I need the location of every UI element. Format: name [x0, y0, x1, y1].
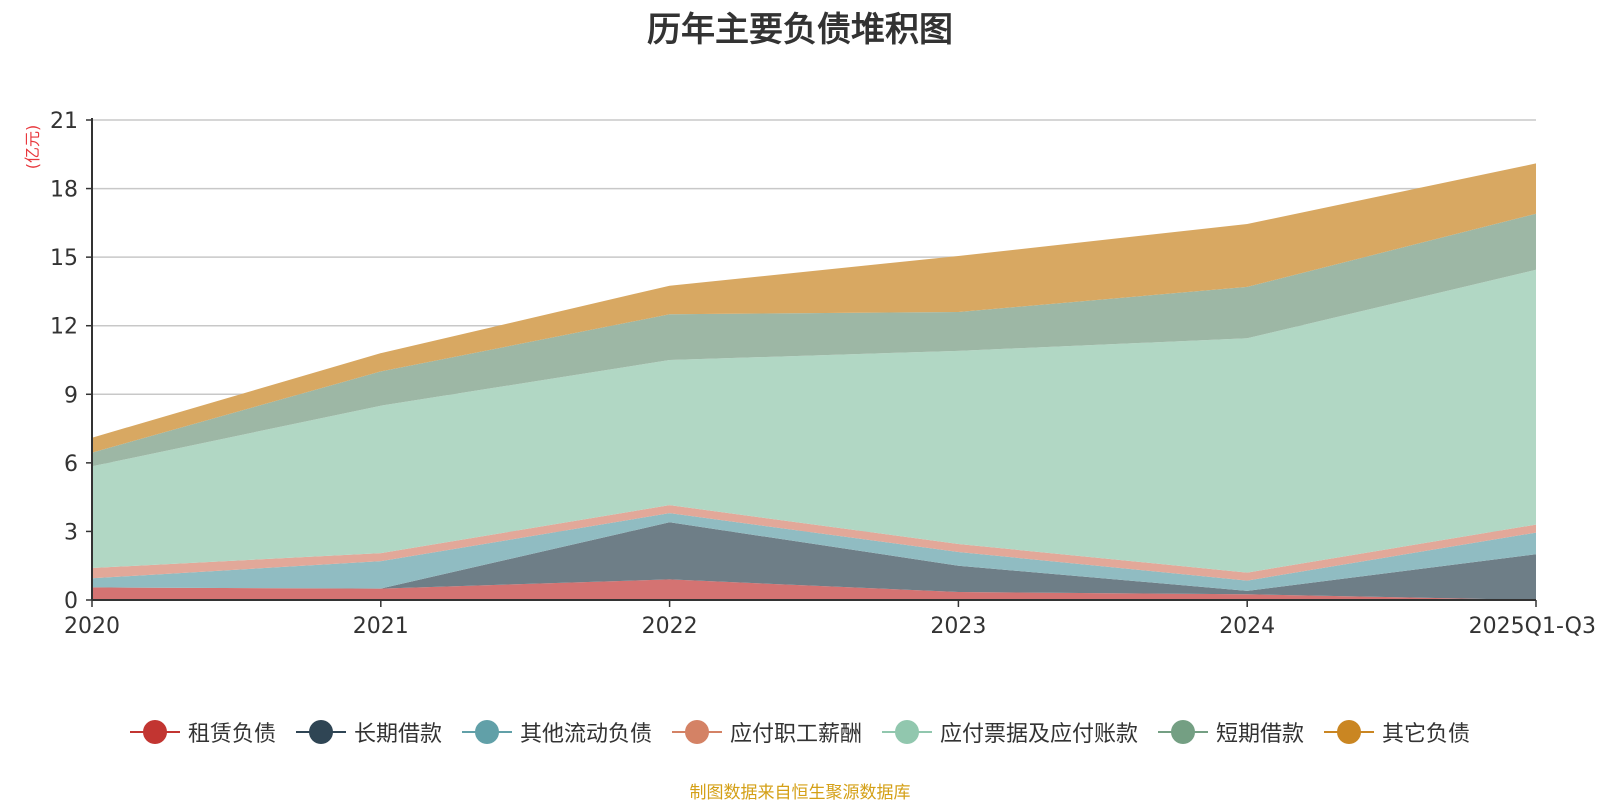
- y-tick-label: 15: [50, 246, 78, 271]
- area-series-2[interactable]: [92, 522, 1536, 600]
- y-tick-label: 18: [50, 178, 78, 203]
- y-tick-label: 12: [50, 315, 78, 340]
- area-series-5[interactable]: [92, 269, 1536, 573]
- legend-marker-icon: [671, 720, 722, 744]
- legend-item-7[interactable]: 其它负债: [1324, 716, 1470, 748]
- legend-label: 应付职工薪酬: [729, 722, 862, 747]
- area-series-1[interactable]: [92, 579, 1536, 600]
- legend-item-4[interactable]: 应付职工薪酬: [671, 716, 862, 748]
- legend-label: 其它负债: [1382, 722, 1471, 747]
- axis-layer: 0 3 6 9 12 15 18 21 2020 2021 2022 2023 2024 2025Q1-Q…: [50, 109, 1596, 639]
- area-series-3[interactable]: [92, 513, 1536, 591]
- legend-label: 长期借款: [353, 722, 442, 747]
- legend-item-6[interactable]: 短期借款: [1158, 716, 1304, 748]
- chart-title: 历年主要负债堆积图: [647, 10, 953, 50]
- legend-label: 应付票据及应付账款: [940, 722, 1139, 747]
- x-tick-label: 2025Q1-Q3: [1469, 614, 1596, 639]
- legend-label: 其他流动负债: [519, 722, 652, 747]
- legend-marker-icon: [295, 720, 346, 744]
- legend-label: 短期借款: [1216, 722, 1305, 747]
- area-layer: [92, 163, 1536, 600]
- x-tick-label: 2021: [353, 614, 409, 639]
- legend-marker-icon: [1158, 720, 1209, 744]
- legend-item-1[interactable]: 租赁负债: [129, 716, 276, 748]
- x-tick-label: 2024: [1219, 614, 1275, 639]
- legend-item-5[interactable]: 应付票据及应付账款: [882, 716, 1138, 748]
- y-tick-label: 0: [64, 589, 78, 614]
- legend-marker-icon: [129, 720, 180, 744]
- legend: 租赁负债 长期借款 其他流动负债 应付职工薪酬 应付票据及应付账款 短期借款 其它负债: [0, 716, 1600, 748]
- x-tick-label: 2022: [642, 614, 698, 639]
- area-series-6[interactable]: [92, 213, 1536, 467]
- legend-marker-icon: [882, 720, 932, 744]
- y-tick-label: 9: [64, 383, 78, 408]
- x-tick-label: 2023: [930, 614, 986, 639]
- y-tick-label: 6: [64, 452, 78, 477]
- legend-item-2[interactable]: 长期借款: [295, 716, 442, 748]
- y-tick-label: 3: [64, 520, 78, 545]
- y-tick-label: 21: [50, 109, 78, 134]
- legend-marker-icon: [461, 720, 512, 744]
- y-axis-unit-label: (亿元): [23, 125, 42, 170]
- legend-item-3[interactable]: 其他流动负债: [461, 716, 652, 748]
- area-series-7[interactable]: [92, 163, 1536, 453]
- legend-label: 租赁负债: [187, 722, 276, 747]
- source-note: 制图数据来自恒生聚源数据库: [689, 783, 911, 803]
- x-tick-label: 2020: [64, 614, 120, 639]
- legend-marker-icon: [1324, 720, 1375, 744]
